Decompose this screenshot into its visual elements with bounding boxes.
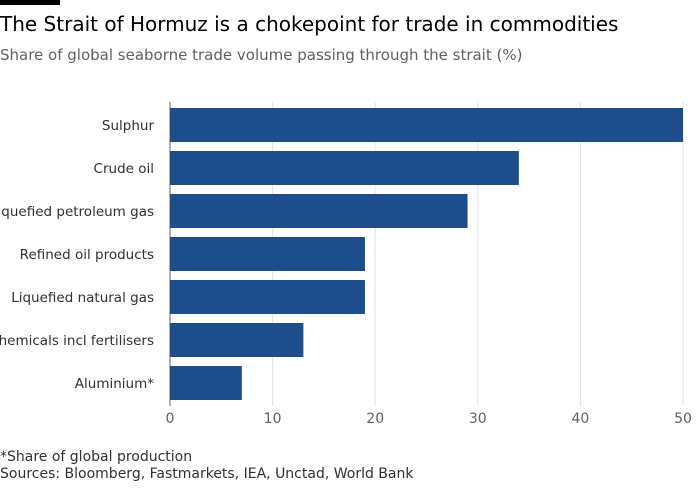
x-axis-ticks: 0 10 20 30 40 50 bbox=[166, 411, 692, 427]
chart-title: The Strait of Hormuz is a chokepoint for… bbox=[0, 12, 619, 36]
category-label: Crude oil bbox=[94, 161, 154, 177]
category-labels: Sulphur Crude oil Liquefied petroleum gas R… bbox=[0, 118, 154, 392]
bar-chemicals-incl-fertilisers bbox=[170, 323, 304, 357]
sources-note: Sources: Bloomberg, Fastmarkets, IEA, Un… bbox=[0, 466, 414, 482]
category-label: Liquefied natural gas bbox=[11, 290, 154, 306]
bar-liquefied-natural-gas bbox=[170, 280, 365, 314]
x-tick-label-50: 50 bbox=[674, 411, 692, 427]
category-label: Aluminium* bbox=[75, 376, 154, 392]
bar-sulphur bbox=[170, 108, 683, 142]
header-accent-rule bbox=[0, 0, 60, 5]
category-label: Liquefied petroleum gas bbox=[0, 204, 154, 220]
category-label: Sulphur bbox=[102, 118, 155, 134]
bar-crude-oil bbox=[170, 151, 519, 185]
category-label: Refined oil products bbox=[20, 247, 154, 263]
x-tick-label-0: 0 bbox=[166, 411, 175, 427]
x-tick-label-10: 10 bbox=[264, 411, 282, 427]
bar-refined-oil-products bbox=[170, 237, 365, 271]
x-tick-label-20: 20 bbox=[366, 411, 384, 427]
bar-liquefied-petroleum-gas bbox=[170, 194, 468, 228]
x-tick-label-30: 30 bbox=[469, 411, 487, 427]
x-tick-label-40: 40 bbox=[571, 411, 589, 427]
bars bbox=[170, 108, 683, 400]
footnote: *Share of global production bbox=[0, 449, 193, 465]
bar-aluminium bbox=[170, 366, 242, 400]
chart-subtitle: Share of global seaborne trade volume pa… bbox=[0, 46, 523, 64]
category-label: Chemicals incl fertilisers bbox=[0, 333, 154, 349]
